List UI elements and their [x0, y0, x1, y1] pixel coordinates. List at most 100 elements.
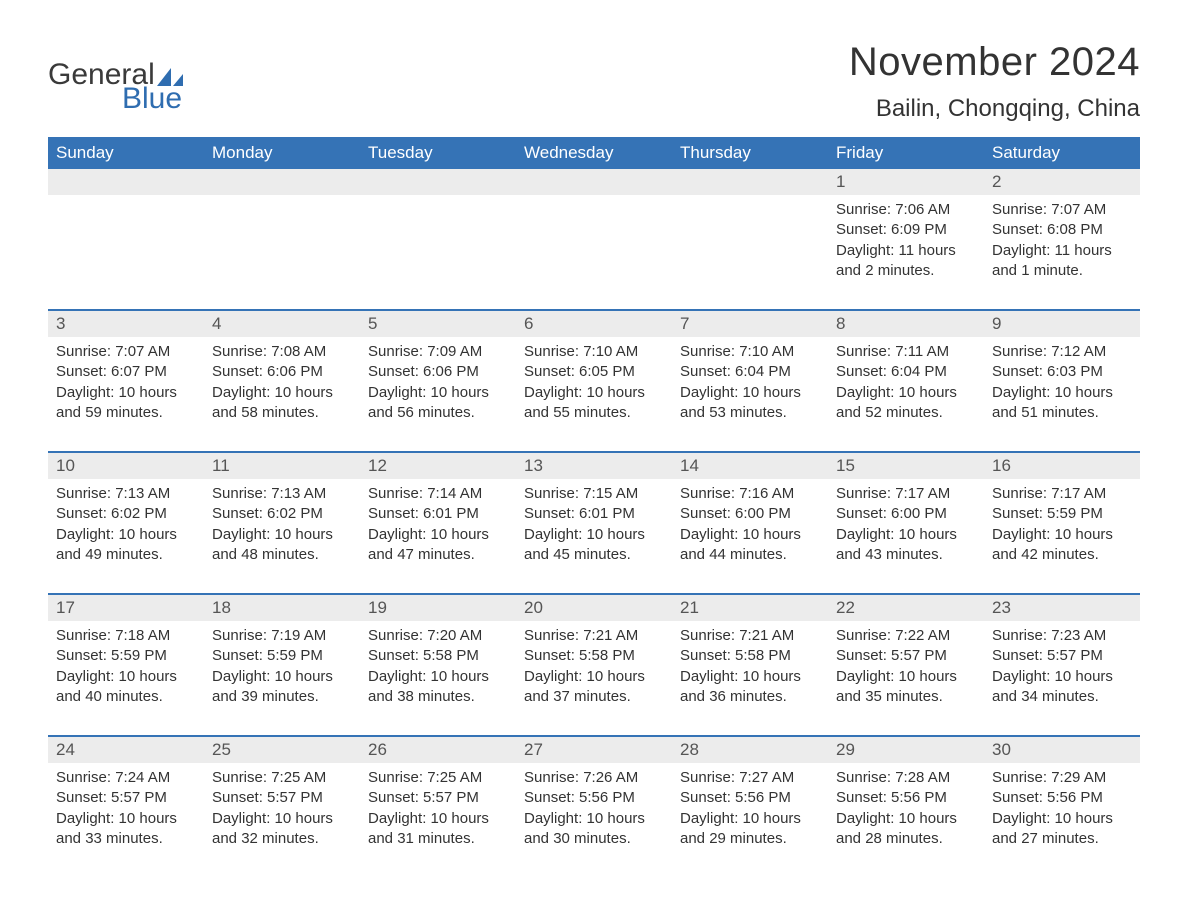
sunrise-text: Sunrise: 7:27 AM [680, 768, 820, 788]
day-cell: 1Sunrise: 7:06 AMSunset: 6:09 PMDaylight… [828, 169, 984, 309]
sunset-text: Sunset: 5:59 PM [212, 646, 352, 666]
day-cell: 28Sunrise: 7:27 AMSunset: 5:56 PMDayligh… [672, 737, 828, 877]
day-number: 29 [828, 737, 984, 763]
sunrise-text: Sunrise: 7:19 AM [212, 626, 352, 646]
daylight-text: Daylight: 10 hours and 59 minutes. [56, 383, 196, 424]
daylight-text: Daylight: 10 hours and 30 minutes. [524, 809, 664, 850]
sunrise-text: Sunrise: 7:17 AM [836, 484, 976, 504]
day-number: 24 [48, 737, 204, 763]
sunset-text: Sunset: 5:58 PM [368, 646, 508, 666]
daylight-text: Daylight: 10 hours and 27 minutes. [992, 809, 1132, 850]
sunrise-text: Sunrise: 7:13 AM [56, 484, 196, 504]
weekday-header: SundayMondayTuesdayWednesdayThursdayFrid… [48, 137, 1140, 169]
sunset-text: Sunset: 6:01 PM [368, 504, 508, 524]
day-number [360, 169, 516, 195]
daylight-text: Daylight: 10 hours and 37 minutes. [524, 667, 664, 708]
day-cell: 12Sunrise: 7:14 AMSunset: 6:01 PMDayligh… [360, 453, 516, 593]
day-cell: 14Sunrise: 7:16 AMSunset: 6:00 PMDayligh… [672, 453, 828, 593]
sunrise-text: Sunrise: 7:17 AM [992, 484, 1132, 504]
day-number [204, 169, 360, 195]
day-body: Sunrise: 7:18 AMSunset: 5:59 PMDaylight:… [48, 621, 204, 707]
day-body: Sunrise: 7:11 AMSunset: 6:04 PMDaylight:… [828, 337, 984, 423]
empty-day-cell [516, 169, 672, 309]
day-number: 13 [516, 453, 672, 479]
day-cell: 13Sunrise: 7:15 AMSunset: 6:01 PMDayligh… [516, 453, 672, 593]
daylight-text: Daylight: 10 hours and 49 minutes. [56, 525, 196, 566]
sunset-text: Sunset: 6:06 PM [212, 362, 352, 382]
sunrise-text: Sunrise: 7:21 AM [524, 626, 664, 646]
sunrise-text: Sunrise: 7:09 AM [368, 342, 508, 362]
location: Bailin, Chongqing, China [849, 95, 1140, 123]
daylight-text: Daylight: 10 hours and 58 minutes. [212, 383, 352, 424]
sunrise-text: Sunrise: 7:16 AM [680, 484, 820, 504]
day-cell: 18Sunrise: 7:19 AMSunset: 5:59 PMDayligh… [204, 595, 360, 735]
sunrise-text: Sunrise: 7:29 AM [992, 768, 1132, 788]
sunset-text: Sunset: 6:04 PM [680, 362, 820, 382]
sunset-text: Sunset: 6:02 PM [56, 504, 196, 524]
day-cell: 27Sunrise: 7:26 AMSunset: 5:56 PMDayligh… [516, 737, 672, 877]
weekday-friday: Friday [828, 137, 984, 169]
sunrise-text: Sunrise: 7:25 AM [212, 768, 352, 788]
day-number: 3 [48, 311, 204, 337]
daylight-text: Daylight: 10 hours and 35 minutes. [836, 667, 976, 708]
day-number: 10 [48, 453, 204, 479]
day-body: Sunrise: 7:24 AMSunset: 5:57 PMDaylight:… [48, 763, 204, 849]
day-body: Sunrise: 7:07 AMSunset: 6:07 PMDaylight:… [48, 337, 204, 423]
sunset-text: Sunset: 6:09 PM [836, 220, 976, 240]
day-cell: 24Sunrise: 7:24 AMSunset: 5:57 PMDayligh… [48, 737, 204, 877]
sunset-text: Sunset: 5:56 PM [992, 788, 1132, 808]
sunset-text: Sunset: 6:03 PM [992, 362, 1132, 382]
empty-day-cell [204, 169, 360, 309]
empty-day-cell [672, 169, 828, 309]
day-body: Sunrise: 7:10 AMSunset: 6:05 PMDaylight:… [516, 337, 672, 423]
sunrise-text: Sunrise: 7:10 AM [524, 342, 664, 362]
day-cell: 3Sunrise: 7:07 AMSunset: 6:07 PMDaylight… [48, 311, 204, 451]
week-row: 17Sunrise: 7:18 AMSunset: 5:59 PMDayligh… [48, 593, 1140, 735]
day-cell: 23Sunrise: 7:23 AMSunset: 5:57 PMDayligh… [984, 595, 1140, 735]
daylight-text: Daylight: 10 hours and 40 minutes. [56, 667, 196, 708]
sunset-text: Sunset: 5:57 PM [992, 646, 1132, 666]
daylight-text: Daylight: 10 hours and 39 minutes. [212, 667, 352, 708]
sunset-text: Sunset: 6:05 PM [524, 362, 664, 382]
sunset-text: Sunset: 6:08 PM [992, 220, 1132, 240]
day-number: 25 [204, 737, 360, 763]
day-number: 22 [828, 595, 984, 621]
sunset-text: Sunset: 6:00 PM [680, 504, 820, 524]
week-row: 1Sunrise: 7:06 AMSunset: 6:09 PMDaylight… [48, 169, 1140, 309]
sunset-text: Sunset: 6:02 PM [212, 504, 352, 524]
day-number: 27 [516, 737, 672, 763]
day-cell: 19Sunrise: 7:20 AMSunset: 5:58 PMDayligh… [360, 595, 516, 735]
daylight-text: Daylight: 10 hours and 43 minutes. [836, 525, 976, 566]
sunrise-text: Sunrise: 7:20 AM [368, 626, 508, 646]
day-cell: 17Sunrise: 7:18 AMSunset: 5:59 PMDayligh… [48, 595, 204, 735]
daylight-text: Daylight: 10 hours and 32 minutes. [212, 809, 352, 850]
sunrise-text: Sunrise: 7:10 AM [680, 342, 820, 362]
daylight-text: Daylight: 10 hours and 31 minutes. [368, 809, 508, 850]
sunrise-text: Sunrise: 7:18 AM [56, 626, 196, 646]
day-cell: 26Sunrise: 7:25 AMSunset: 5:57 PMDayligh… [360, 737, 516, 877]
day-number: 19 [360, 595, 516, 621]
daylight-text: Daylight: 10 hours and 51 minutes. [992, 383, 1132, 424]
sunset-text: Sunset: 5:57 PM [836, 646, 976, 666]
day-body: Sunrise: 7:25 AMSunset: 5:57 PMDaylight:… [204, 763, 360, 849]
day-body: Sunrise: 7:23 AMSunset: 5:57 PMDaylight:… [984, 621, 1140, 707]
sunrise-text: Sunrise: 7:07 AM [56, 342, 196, 362]
title-block: November 2024 Bailin, Chongqing, China [849, 40, 1140, 123]
daylight-text: Daylight: 10 hours and 48 minutes. [212, 525, 352, 566]
day-number [516, 169, 672, 195]
day-cell: 8Sunrise: 7:11 AMSunset: 6:04 PMDaylight… [828, 311, 984, 451]
sunrise-text: Sunrise: 7:13 AM [212, 484, 352, 504]
sunset-text: Sunset: 5:58 PM [524, 646, 664, 666]
day-number: 30 [984, 737, 1140, 763]
daylight-text: Daylight: 10 hours and 44 minutes. [680, 525, 820, 566]
sunrise-text: Sunrise: 7:26 AM [524, 768, 664, 788]
day-number: 2 [984, 169, 1140, 195]
daylight-text: Daylight: 10 hours and 33 minutes. [56, 809, 196, 850]
day-number: 7 [672, 311, 828, 337]
day-body: Sunrise: 7:27 AMSunset: 5:56 PMDaylight:… [672, 763, 828, 849]
day-body: Sunrise: 7:25 AMSunset: 5:57 PMDaylight:… [360, 763, 516, 849]
sunset-text: Sunset: 6:06 PM [368, 362, 508, 382]
day-body: Sunrise: 7:17 AMSunset: 5:59 PMDaylight:… [984, 479, 1140, 565]
day-body: Sunrise: 7:17 AMSunset: 6:00 PMDaylight:… [828, 479, 984, 565]
day-body: Sunrise: 7:21 AMSunset: 5:58 PMDaylight:… [516, 621, 672, 707]
